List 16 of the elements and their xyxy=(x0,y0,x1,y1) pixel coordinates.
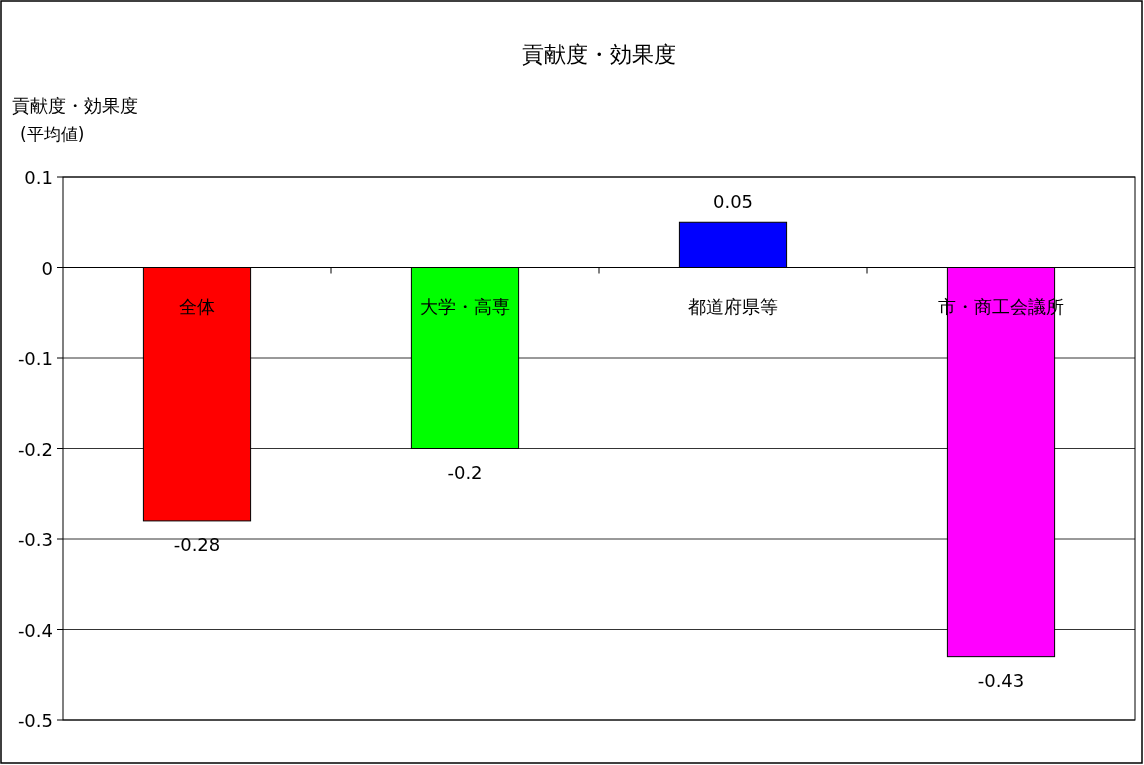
data-label: -0.28 xyxy=(173,533,221,555)
y-axis-title: 貢献度・効果度 (平均値) xyxy=(12,95,138,144)
y-tick-label: -0.3 xyxy=(17,529,53,550)
y-tick-label: 0.1 xyxy=(24,167,53,188)
data-label: -0.43 xyxy=(977,669,1025,691)
y-tick-label: -0.4 xyxy=(17,619,53,641)
x-tick-label: 大学・高専 xyxy=(420,295,510,317)
data-label: -0.2 xyxy=(447,461,483,483)
y-tick-label: -0.2 xyxy=(17,438,53,460)
y-tick-label: -0.1 xyxy=(17,348,53,369)
x-tick-label: 全体 xyxy=(179,295,215,317)
data-label: 0.05 xyxy=(712,191,754,213)
x-tick-label: 都道府県等 xyxy=(688,295,778,317)
y-tick-label: -0.5 xyxy=(17,710,53,731)
chart-title: 貢献度・効果度 xyxy=(522,42,676,67)
y-tick-label: 0 xyxy=(41,257,53,279)
